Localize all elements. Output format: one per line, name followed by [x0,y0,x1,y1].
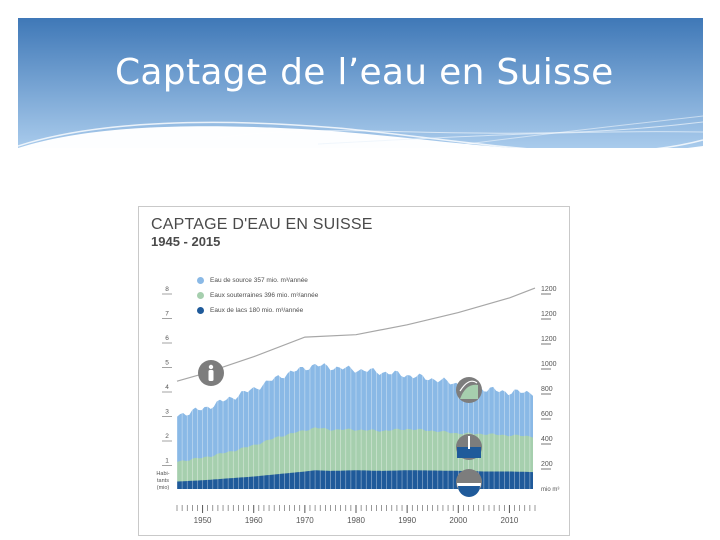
x-tick-label: 1980 [347,516,365,525]
chart-title: CAPTAGE D'EAU EN SUISSE [151,216,373,233]
right-tick-label: 200 [541,461,553,468]
right-tick-label: 400 [541,436,553,443]
x-tick-label: 1960 [245,516,263,525]
x-tick-label: 1970 [296,516,314,525]
legend-item-spring: Eau de source 357 mio. m³/année [197,273,318,288]
chart-figure: CAPTAGE D'EAU EN SUISSE 1945 - 2015 1 2 3 4… [138,206,570,536]
left-axis-label: Habi- [156,471,169,477]
chart-subtitle: 1945 - 2015 [151,234,221,249]
spring-source-icon-stream [459,380,478,392]
person-icon-body [208,370,214,381]
legend-item-ground: Eaux souterraines 396 mio. m³/année [197,288,318,303]
x-tick-label: 1990 [398,516,416,525]
x-tick-label: 2000 [449,516,467,525]
spring-source-icon-hill [460,384,478,399]
groundwater-icon-well [468,436,470,449]
left-tick-label: 3 [165,409,169,416]
left-axis-label: tants [157,478,169,484]
left-tick-label: 7 [165,311,169,318]
slide-title: Captage de l’eau en Suisse [115,52,614,93]
legend-swatch-lake [197,307,204,314]
title-banner [18,18,703,148]
left-axis-label: (mio) [157,485,170,491]
legend-label-ground: Eaux souterraines 396 mio. m³/année [210,292,319,299]
right-tick-label: 1200 [541,286,557,293]
left-tick-label: 4 [165,384,169,391]
lake-icon-depth [458,486,480,497]
legend-item-lake: Eaux de lacs 180 mio. m³/année [197,303,318,318]
right-tick-label: 1000 [541,361,557,368]
chart-canvas: 1 2 3 4 5 6 7 8 Habi-tants(mio) 200 400 600 800 1000 1… [156,269,559,525]
x-tick-label: 1950 [194,516,212,525]
chart-legend: Eau de source 357 mio. m³/année Eaux sou… [197,273,318,318]
right-tick-label: 1200 [541,311,557,318]
person-icon-head [208,364,214,370]
left-tick-label: 5 [165,360,169,367]
left-tick-label: 2 [165,433,169,440]
legend-label-spring: Eau de source 357 mio. m³/année [210,277,308,284]
groundwater-icon-water [457,447,481,458]
area-series-lake [177,470,533,489]
legend-label-lake: Eaux de lacs 180 mio. m³/année [210,307,304,314]
right-tick-label: 800 [541,386,553,393]
legend-swatch-spring [197,277,204,284]
right-tick-label: 1200 [541,336,557,343]
banner-background [18,18,703,148]
left-tick-label: 6 [165,335,169,342]
legend-swatch-ground [197,292,204,299]
right-axis-label: mio m³ [541,487,559,493]
left-tick-label: 1 [165,458,169,465]
right-tick-label: 600 [541,411,553,418]
x-tick-label: 2010 [501,516,519,525]
left-tick-label: 8 [165,286,169,293]
